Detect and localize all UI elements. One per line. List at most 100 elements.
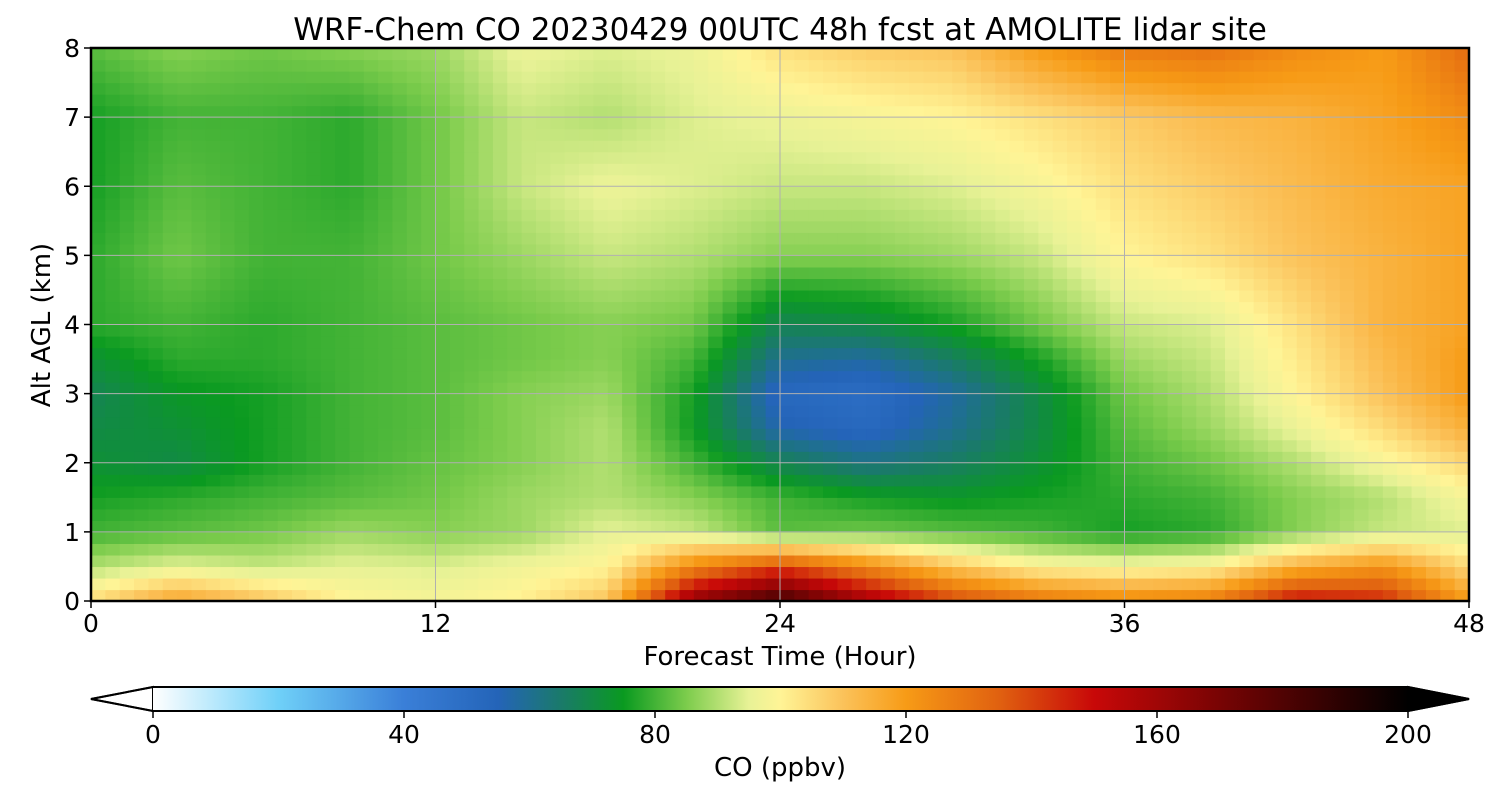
- heatmap-cell: [952, 151, 968, 164]
- heatmap-cell: [550, 416, 566, 429]
- heatmap-cell: [1138, 462, 1154, 475]
- heatmap-cell: [478, 382, 494, 395]
- heatmap-cell: [808, 71, 824, 84]
- heatmap-cell: [191, 209, 207, 222]
- heatmap-cell: [693, 474, 709, 487]
- heatmap-cell: [1440, 232, 1456, 245]
- heatmap-cell: [535, 105, 551, 118]
- heatmap-cell: [492, 128, 508, 141]
- heatmap-cell: [277, 301, 293, 314]
- heatmap-cell: [234, 186, 250, 199]
- heatmap-cell: [1067, 566, 1083, 579]
- heatmap-cell: [1095, 140, 1111, 153]
- heatmap-cell: [808, 428, 824, 441]
- heatmap-cell: [1067, 312, 1083, 326]
- heatmap-cell: [736, 105, 752, 118]
- heatmap-cell: [636, 554, 652, 568]
- heatmap-cell: [421, 59, 437, 72]
- heatmap-cell: [392, 497, 408, 510]
- heatmap-cell: [435, 508, 451, 521]
- heatmap-cell: [665, 174, 681, 187]
- heatmap-cell: [91, 497, 106, 510]
- heatmap-cell: [291, 359, 307, 372]
- heatmap-cell: [205, 485, 221, 498]
- heatmap-cell: [392, 347, 408, 360]
- heatmap-cell: [162, 94, 178, 107]
- heatmap-cell: [363, 393, 379, 406]
- heatmap-cell: [1253, 497, 1269, 510]
- heatmap-cell: [134, 151, 150, 164]
- heatmap-cell: [205, 393, 221, 406]
- heatmap-cell: [492, 347, 508, 360]
- heatmap-cell: [521, 462, 537, 475]
- heatmap-cell: [1138, 151, 1154, 164]
- heatmap-cell: [780, 439, 795, 452]
- heatmap-cell: [1067, 324, 1083, 337]
- heatmap-cell: [851, 174, 867, 187]
- heatmap-cell: [564, 520, 580, 533]
- heatmap-cell: [91, 289, 106, 303]
- heatmap-cell: [1253, 520, 1269, 533]
- heatmap-cell: [1425, 151, 1441, 164]
- heatmap-cell: [378, 243, 394, 256]
- heatmap-cell: [1181, 405, 1197, 418]
- heatmap-cell: [1382, 301, 1398, 314]
- heatmap-cell: [105, 209, 121, 222]
- heatmap-cell: [636, 232, 652, 245]
- heatmap-cell: [736, 48, 752, 61]
- heatmap-cell: [923, 382, 939, 395]
- heatmap-cell: [205, 508, 221, 521]
- heatmap-cell: [1397, 451, 1413, 464]
- heatmap-cell: [1253, 405, 1269, 418]
- heatmap-cell: [693, 370, 709, 383]
- heatmap-cell: [134, 255, 150, 268]
- heatmap-cell: [1440, 520, 1456, 533]
- heatmap-cell: [593, 336, 609, 349]
- heatmap-cell: [234, 163, 250, 176]
- heatmap-cell: [105, 174, 121, 187]
- heatmap-cell: [636, 462, 652, 475]
- heatmap-cell: [636, 439, 652, 452]
- heatmap-cell: [263, 520, 279, 533]
- heatmap-cell: [1038, 382, 1054, 395]
- heatmap-cell: [780, 220, 795, 233]
- heatmap-cell: [234, 347, 250, 360]
- heatmap-cell: [105, 554, 121, 568]
- heatmap-cell: [449, 324, 465, 337]
- heatmap-cell: [162, 163, 178, 176]
- heatmap-cell: [995, 428, 1011, 441]
- heatmap-cell: [1311, 289, 1327, 303]
- heatmap-cell: [837, 393, 853, 406]
- heatmap-cell: [1181, 554, 1197, 568]
- heatmap-cell: [507, 82, 523, 95]
- heatmap-cell: [177, 128, 193, 141]
- heatmap-cell: [1181, 301, 1197, 314]
- heatmap-cell: [1153, 508, 1169, 521]
- heatmap-cell: [708, 439, 724, 452]
- heatmap-cell: [1425, 347, 1441, 360]
- heatmap-cell: [1411, 485, 1427, 498]
- heatmap-cell: [837, 48, 853, 61]
- heatmap-cell: [105, 451, 121, 464]
- heatmap-cell: [1296, 336, 1312, 349]
- heatmap-cell: [1325, 347, 1341, 360]
- heatmap-cell: [306, 393, 322, 406]
- heatmap-cell: [449, 347, 465, 360]
- heatmap-cell: [263, 220, 279, 233]
- heatmap-cell: [177, 589, 193, 601]
- heatmap-cell: [406, 451, 422, 464]
- heatmap-cell: [1425, 497, 1441, 510]
- heatmap-cell: [1167, 462, 1183, 475]
- heatmap-cell: [679, 428, 695, 441]
- heatmap-cell: [693, 289, 709, 303]
- heatmap-cell: [693, 428, 709, 441]
- heatmap-cell: [909, 186, 925, 199]
- heatmap-cell: [1239, 451, 1255, 464]
- heatmap-cell: [392, 71, 408, 84]
- heatmap-cell: [1311, 416, 1327, 429]
- heatmap-cell: [105, 278, 121, 291]
- heatmap-cell: [406, 359, 422, 372]
- heatmap-cell: [363, 566, 379, 579]
- heatmap-cell: [1210, 324, 1226, 337]
- heatmap-cell: [535, 71, 551, 84]
